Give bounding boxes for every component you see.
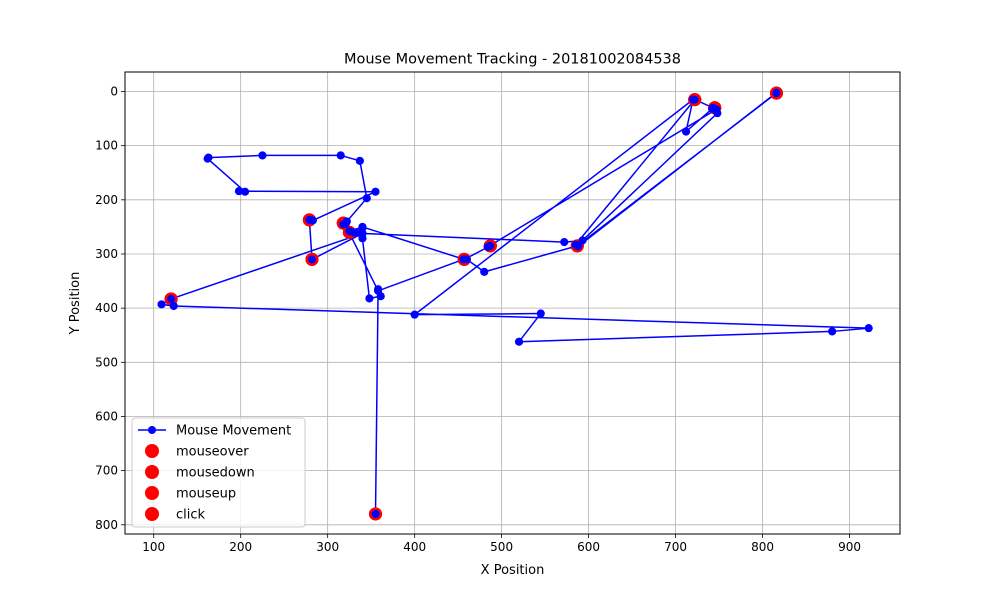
movement-point-overlay [167,294,176,303]
legend-box [131,417,306,528]
legend-label: mouseover [176,445,249,460]
legend-marker-swatch [145,444,159,458]
x-tick-label: 500 [490,540,513,554]
legend-point-swatch [148,426,156,434]
movement-point-overlay [358,229,367,238]
movement-point-overlay [371,509,380,518]
y-tick-label: 300 [95,247,118,261]
plot-frame [124,71,901,535]
legend-label: mouseup [176,487,236,502]
movement-point-overlay [690,95,699,104]
x-tick-label: 300 [316,540,339,554]
movement-point-overlay [515,337,524,346]
y-tick-label: 400 [95,301,118,315]
movement-point-overlay [410,310,419,319]
y-tick-label: 0 [110,84,118,98]
movement-point-overlay [708,103,717,112]
y-axis: 0 100 200 300 400 500 600 700 800 [95,84,125,532]
legend-marker-swatch [145,507,159,521]
y-axis-label: Y Position [68,272,83,336]
legend-label: click [176,508,206,523]
movement-point-overlay [560,238,569,247]
event-markers [157,86,873,521]
movement-point-overlay [336,151,345,160]
movement-point-overlay [241,187,250,196]
movement-point-overlay [234,187,243,196]
chart-title: Mouse Movement Tracking - 20181002084538 [344,52,681,68]
movement-point-overlay [864,324,873,333]
movement-point-overlay [480,267,489,276]
movement-point-overlay [341,220,350,229]
x-axis-label: X Position [481,563,545,578]
x-axis: 100 200 300 400 500 600 700 800 900 [142,534,861,554]
legend-marker-swatch [145,486,159,500]
movement-point-overlay [483,242,492,251]
y-tick-label: 200 [95,193,118,207]
movement-point-overlay [308,216,317,225]
movement-point-overlay [365,294,374,303]
movement-point-overlay [355,156,364,165]
legend-marker-swatch [145,465,159,479]
movement-point-overlay [308,255,317,264]
y-tick-label: 500 [95,355,118,369]
movement-point-overlay [459,255,468,264]
movement-point-overlay [578,236,587,245]
legend: Mouse Movement mouseover mousedown mouseup c… [131,417,306,528]
movement-point-overlay [362,194,371,203]
x-tick-label: 700 [664,540,687,554]
x-tick-label: 900 [838,540,861,554]
legend-label: mousedown [176,466,255,481]
movement-point-overlay [573,241,582,250]
y-tick-label: 600 [95,409,118,423]
movement-point-overlay [772,89,781,98]
movement-point-overlay [157,300,166,309]
movement-point-overlay [682,127,691,136]
legend-label: Mouse Movement [176,424,291,439]
movement-point-overlay [258,151,267,160]
y-tick-label: 100 [95,139,118,153]
y-tick-label: 800 [95,518,118,532]
x-tick-label: 200 [229,540,252,554]
movement-point-overlay [371,187,380,196]
x-tick-label: 400 [403,540,426,554]
movement-point-overlay [374,286,383,295]
movement-point-overlay [828,327,837,336]
movement-point-overlay [204,153,213,162]
movement-point-overlay [345,227,354,236]
movement-point-overlay [536,309,545,318]
x-tick-label: 800 [751,540,774,554]
x-tick-label: 100 [142,540,165,554]
y-tick-label: 700 [95,464,118,478]
x-tick-label: 600 [577,540,600,554]
movement-point-overlay [358,222,367,231]
movement-point-overlay [169,301,178,310]
